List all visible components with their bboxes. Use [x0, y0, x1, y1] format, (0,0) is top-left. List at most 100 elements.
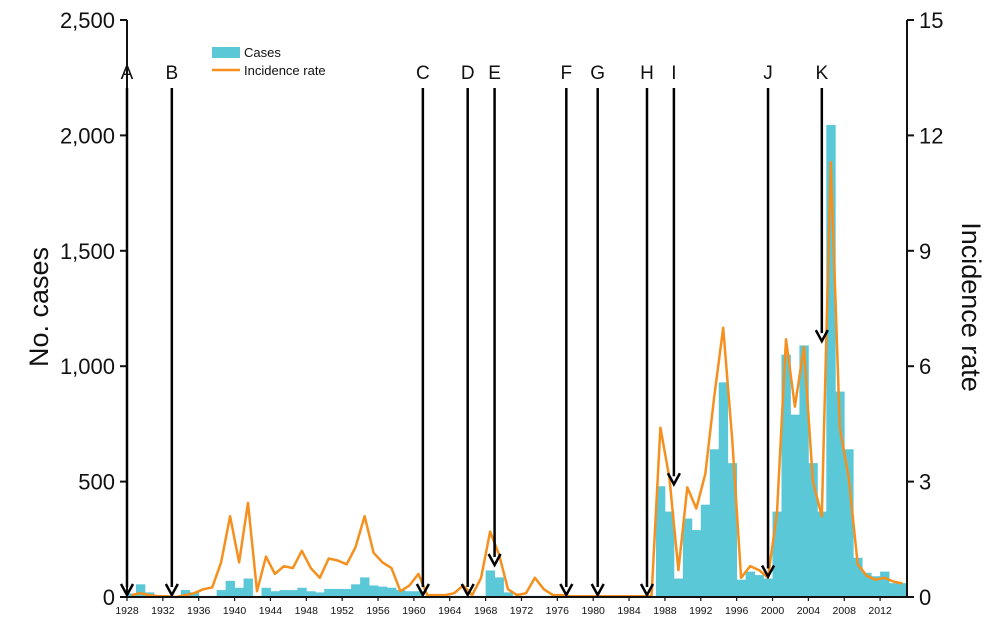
bar-2013 — [889, 583, 899, 597]
legend-swatch-cases — [212, 47, 240, 58]
bar-1955 — [369, 585, 379, 597]
y2-tick-label: 12 — [919, 123, 943, 148]
bar-1956 — [378, 586, 388, 597]
incidence-line — [131, 161, 903, 599]
y2-tick-label: 15 — [919, 8, 943, 33]
bar-1947 — [297, 587, 307, 597]
bar-1989 — [673, 578, 684, 597]
bar-2004 — [808, 463, 818, 597]
bar-2011 — [871, 576, 881, 597]
x-tick-label: 1972 — [510, 605, 534, 617]
y-tick-label: 500 — [78, 470, 115, 495]
x-tick-label: 1992 — [689, 605, 713, 617]
event-arrowhead-I — [666, 472, 681, 487]
y2-axis-label: Incidence rate — [956, 222, 986, 392]
y2-tick-label: 3 — [919, 470, 931, 495]
y-tick-label: 0 — [103, 585, 115, 610]
event-arrowhead-E — [487, 553, 502, 568]
bar-1996 — [736, 579, 747, 597]
bar-1949 — [315, 592, 325, 597]
bar-1946 — [288, 590, 298, 597]
bar-1944 — [270, 591, 280, 597]
x-tick-label: 1944 — [259, 605, 283, 617]
bar-1957 — [387, 587, 397, 597]
bar-1929 — [135, 584, 146, 597]
event-arrowhead-H — [639, 583, 655, 598]
event-arrowhead-D — [460, 583, 475, 598]
x-tick-label: 1948 — [295, 605, 319, 617]
event-label-B: B — [165, 63, 178, 84]
event-arrowhead-C — [415, 583, 430, 598]
bar-2012 — [880, 571, 890, 597]
y-tick-label: 1,000 — [60, 354, 115, 379]
y2-tick-label: 6 — [919, 354, 931, 379]
legend-label-incidence: Incidence rate — [244, 63, 326, 78]
x-tick-label: 1968 — [474, 605, 498, 617]
bar-2010 — [862, 572, 872, 597]
event-arrowhead-F — [559, 583, 574, 598]
event-label-F: F — [561, 63, 573, 84]
event-arrowhead-B — [164, 583, 179, 598]
x-tick-label: 1940 — [223, 605, 247, 617]
bar-2007 — [835, 391, 845, 597]
bar-1940 — [234, 587, 244, 597]
y2-tick-label: 0 — [919, 585, 931, 610]
x-tick-label: 1976 — [546, 605, 570, 617]
x-tick-label: 1964 — [438, 605, 462, 617]
event-label-H: H — [640, 63, 654, 84]
bar-1960 — [413, 591, 424, 597]
x-tick-label: 1952 — [330, 605, 354, 617]
x-tick-label: 1932 — [151, 605, 175, 617]
bar-1938 — [216, 590, 227, 597]
bar-1935 — [189, 592, 200, 597]
y-tick-label: 2,500 — [60, 8, 115, 33]
x-tick-label: 1988 — [653, 605, 677, 617]
bar-1951 — [333, 588, 343, 597]
y-axis-label: No. cases — [24, 247, 54, 367]
event-arrowhead-G — [590, 583, 605, 598]
x-tick-label: 2012 — [868, 605, 892, 617]
event-label-J: J — [763, 63, 773, 84]
bar-1990 — [682, 518, 693, 597]
x-tick-label: 1984 — [617, 605, 641, 617]
event-label-D: D — [461, 63, 475, 84]
x-tick-label: 1996 — [725, 605, 749, 617]
bar-1958 — [395, 590, 406, 597]
bar-2003 — [799, 345, 809, 597]
x-tick-label: 2000 — [761, 605, 785, 617]
legend-label-cases: Cases — [244, 45, 281, 60]
bar-1994 — [718, 382, 729, 597]
bar-2008 — [844, 449, 854, 597]
bar-1950 — [324, 588, 334, 597]
event-arrowhead-J — [760, 564, 776, 580]
bar-2006 — [826, 125, 836, 597]
bar-1954 — [360, 577, 370, 597]
bar-1943 — [261, 587, 271, 597]
event-label-C: C — [416, 63, 430, 84]
event-label-G: G — [590, 63, 605, 84]
incidence-rate-line — [131, 161, 903, 599]
event-label-K: K — [815, 63, 828, 84]
cases-bars — [127, 125, 908, 597]
bar-1988 — [664, 511, 675, 597]
bar-2014 — [898, 583, 908, 597]
bar-1995 — [727, 463, 738, 597]
bar-1970 — [503, 592, 513, 597]
x-tick-label: 1980 — [582, 605, 606, 617]
bar-1969 — [494, 577, 504, 597]
bar-1997 — [745, 571, 755, 597]
x-tick-label: 1936 — [187, 605, 211, 617]
bar-1953 — [351, 584, 361, 597]
bar-1945 — [279, 590, 289, 597]
event-label-E: E — [488, 63, 501, 84]
x-tick-label: 1956 — [366, 605, 390, 617]
x-tick-label: 1960 — [402, 605, 426, 617]
bar-2002 — [790, 414, 800, 597]
bar-1999 — [763, 578, 773, 597]
bar-2009 — [853, 557, 863, 597]
bar-1948 — [306, 591, 316, 597]
bar-1987 — [655, 486, 666, 597]
bar-1992 — [700, 504, 711, 597]
